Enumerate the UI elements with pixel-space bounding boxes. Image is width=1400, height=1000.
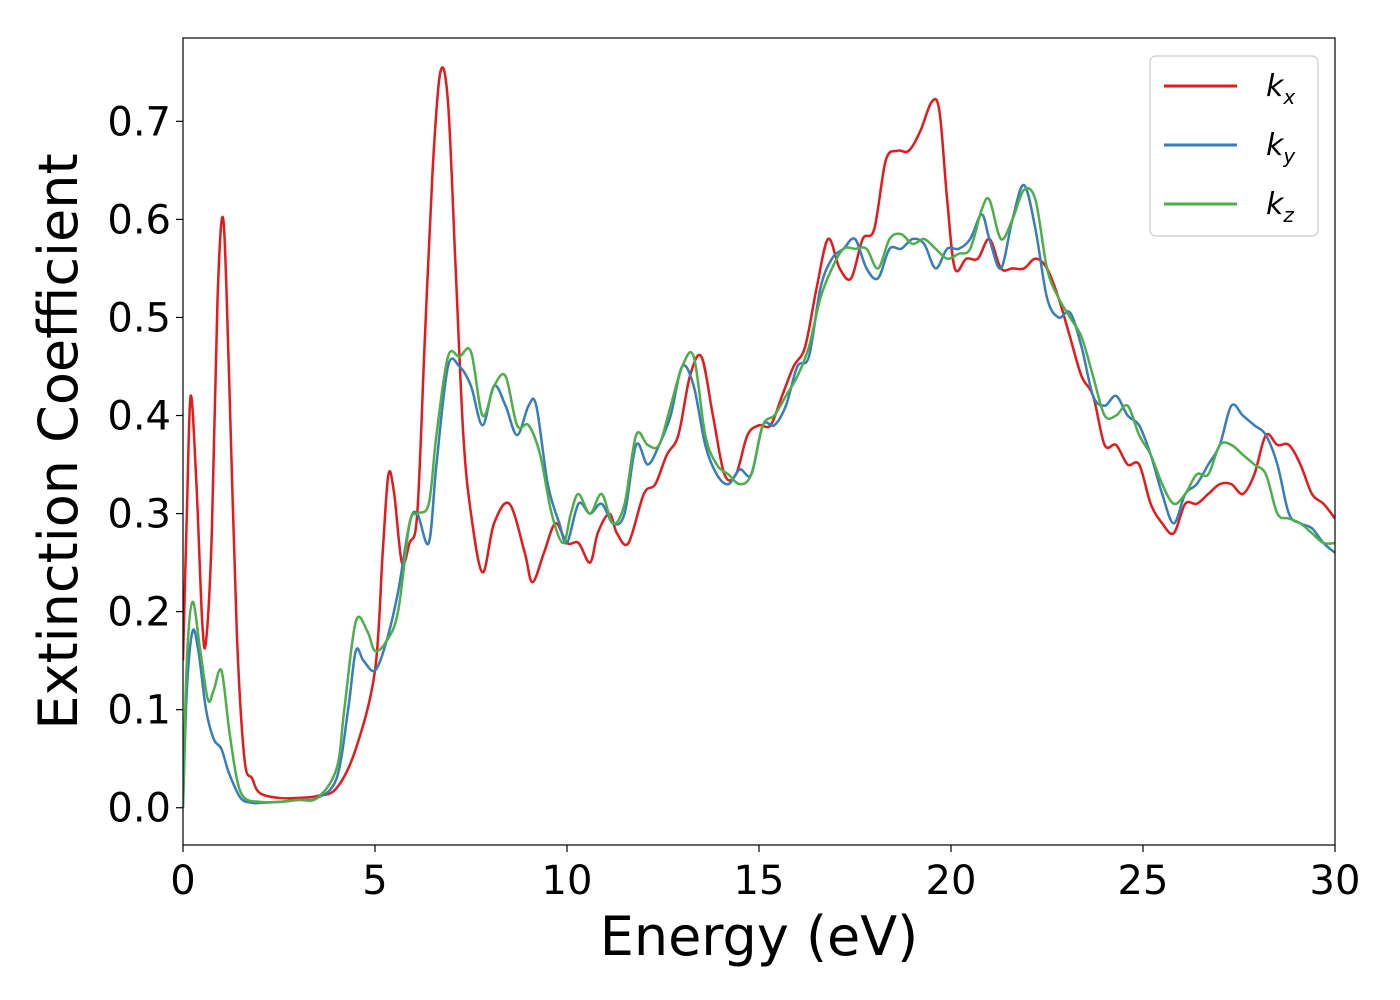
x-tick-label: 10 — [542, 858, 593, 904]
x-tick-label: 20 — [926, 858, 977, 904]
x-tick-label: 30 — [1310, 858, 1361, 904]
y-tick-label: 0.7 — [107, 99, 171, 145]
y-axis: 0.0 0.1 0.2 0.3 0.4 0.5 0.6 0.7 — [107, 99, 183, 832]
y-tick-label: 0.5 — [107, 295, 171, 341]
y-tick-label: 0.3 — [107, 492, 171, 538]
legend-label-kx: kx — [1266, 69, 1295, 109]
y-tick-label: 0.6 — [107, 197, 171, 243]
legend-label-kz: kz — [1266, 187, 1294, 227]
x-tick-label: 0 — [170, 858, 195, 904]
series-line-kx — [183, 66, 1335, 800]
x-axis-title: Energy (eV) — [600, 905, 919, 968]
x-tick-label: 5 — [362, 858, 387, 904]
y-tick-label: 0.0 — [107, 786, 171, 832]
series-line-kz — [183, 186, 1335, 808]
legend: kx ky kz — [1149, 55, 1319, 237]
x-tick-label: 25 — [1118, 858, 1169, 904]
legend-label-ky: ky — [1266, 128, 1296, 168]
y-tick-label: 0.1 — [107, 688, 171, 734]
y-axis-title: Extinction Coefficient — [27, 153, 90, 729]
plot-area — [183, 66, 1335, 808]
y-tick-label: 0.4 — [107, 394, 171, 440]
y-tick-label: 0.2 — [107, 590, 171, 636]
x-axis: 0 5 10 15 20 25 30 — [170, 845, 1360, 904]
series-line-ky — [183, 183, 1335, 808]
x-tick-label: 15 — [734, 858, 785, 904]
